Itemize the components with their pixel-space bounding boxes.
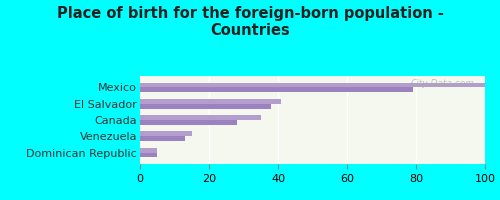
Bar xyxy=(140,104,271,109)
Bar xyxy=(140,99,282,104)
Bar xyxy=(140,136,185,141)
Bar xyxy=(140,83,485,87)
Text: City-Data.com: City-Data.com xyxy=(410,79,474,88)
Bar xyxy=(140,131,192,136)
Bar xyxy=(140,87,412,92)
Bar xyxy=(140,115,261,120)
Bar xyxy=(140,120,236,125)
Text: Place of birth for the foreign-born population -
Countries: Place of birth for the foreign-born popu… xyxy=(56,6,444,38)
Bar xyxy=(140,148,157,153)
Bar xyxy=(140,153,157,157)
